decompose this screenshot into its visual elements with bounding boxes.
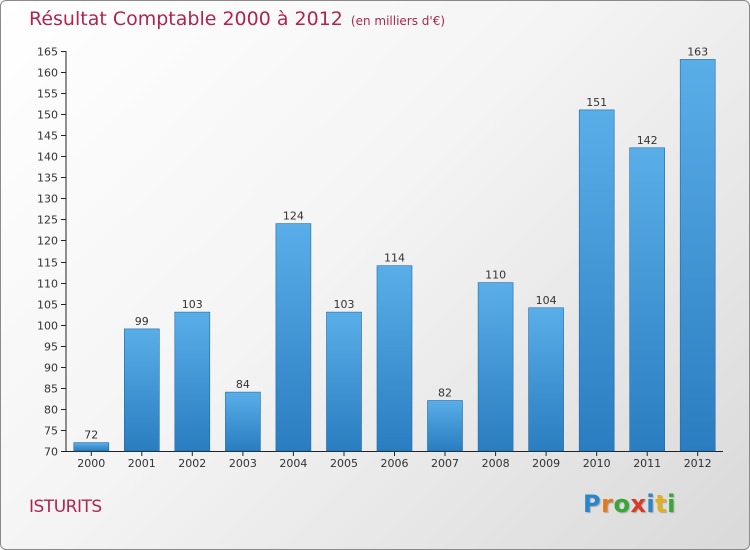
bar xyxy=(376,265,413,452)
data-label: 99 xyxy=(135,315,149,328)
bar xyxy=(174,311,211,452)
chart-title: Résultat Comptable 2000 à 2012 (en millie… xyxy=(29,8,445,30)
x-tick-label: 2008 xyxy=(482,457,510,470)
y-axis: 70 75 80 85 90 95 100 105 110 115 120 125 130 135 140 1… xyxy=(37,46,67,459)
y-tick-label: 75 xyxy=(44,425,58,438)
x-tick-label: 2002 xyxy=(178,457,206,470)
bar-series xyxy=(73,59,716,452)
data-label: 72 xyxy=(84,429,98,442)
y-tick-label: 95 xyxy=(44,341,58,354)
data-label: 103 xyxy=(182,298,203,311)
brand-logo-letter: i xyxy=(667,490,676,518)
y-tick-label: 70 xyxy=(44,446,58,459)
y-tick-label: 120 xyxy=(37,235,58,248)
y-tick-label: 135 xyxy=(37,172,58,185)
y-tick-label: 155 xyxy=(37,88,58,101)
x-tick-label: 2005 xyxy=(330,457,358,470)
x-tick-label: 2007 xyxy=(431,457,459,470)
brand-logo: Proxiti xyxy=(583,490,676,518)
data-label: 104 xyxy=(536,294,557,307)
bar xyxy=(326,311,362,452)
brand-logo-letter: o xyxy=(613,490,631,518)
chart-title-text: Résultat Comptable 2000 à 2012 xyxy=(29,8,343,30)
y-tick-label: 125 xyxy=(37,214,58,227)
data-label: 142 xyxy=(637,134,658,147)
bar xyxy=(225,391,261,452)
brand-logo-letter: r xyxy=(601,490,614,518)
value-labels: 72 99 103 84 124 103 114 82 110 104 151 142 163 xyxy=(84,45,708,441)
x-tick-label: 2011 xyxy=(633,457,661,470)
y-tick-label: 90 xyxy=(44,362,58,375)
x-tick-label: 2010 xyxy=(583,457,611,470)
x-tick-label: 2001 xyxy=(128,457,156,470)
brand-logo-letter: t xyxy=(655,490,668,518)
y-tick-label: 110 xyxy=(37,278,58,291)
data-label: 151 xyxy=(586,96,607,109)
x-axis: 2000 2001 2002 2003 2004 2005 2006 2007 2008 2009… xyxy=(66,451,723,470)
x-tick-label: 2004 xyxy=(279,457,307,470)
x-tick-label: 2009 xyxy=(532,457,560,470)
y-tick-label: 140 xyxy=(37,151,58,164)
y-tick-label: 150 xyxy=(37,109,58,122)
data-label: 124 xyxy=(283,210,304,223)
y-tick-label: 160 xyxy=(37,67,58,80)
x-tick-label: 2000 xyxy=(77,457,105,470)
bar xyxy=(124,328,160,452)
y-tick-label: 115 xyxy=(37,257,58,270)
data-label: 84 xyxy=(236,378,250,391)
chart-subtitle: (en milliers d'€) xyxy=(350,14,446,28)
bar xyxy=(578,109,615,452)
bar xyxy=(629,147,666,452)
bar xyxy=(679,59,716,452)
brand-logo-letter: i xyxy=(646,490,656,518)
y-tick-label: 100 xyxy=(37,320,58,333)
x-tick-label: 2012 xyxy=(684,457,712,470)
data-label: 114 xyxy=(384,252,405,265)
y-tick-label: 80 xyxy=(44,404,58,417)
y-tick-label: 165 xyxy=(37,46,58,59)
place-name: ISTURITS xyxy=(29,497,102,517)
bar xyxy=(477,282,514,452)
data-label: 82 xyxy=(438,387,452,400)
bar xyxy=(528,307,564,452)
data-label: 110 xyxy=(485,269,506,282)
brand-logo-letter: x xyxy=(630,490,647,518)
data-label: 103 xyxy=(334,298,355,311)
brand-logo-letter: P xyxy=(583,490,602,518)
bar xyxy=(73,442,110,452)
y-tick-label: 85 xyxy=(44,383,58,396)
y-tick-label: 145 xyxy=(37,130,58,143)
y-tick-label: 130 xyxy=(37,193,58,206)
bar xyxy=(275,223,312,452)
x-tick-label: 2003 xyxy=(229,457,257,470)
x-tick-label: 2006 xyxy=(381,457,409,470)
y-tick-label: 105 xyxy=(37,299,58,312)
data-label: 163 xyxy=(687,45,708,58)
bar xyxy=(427,400,463,452)
